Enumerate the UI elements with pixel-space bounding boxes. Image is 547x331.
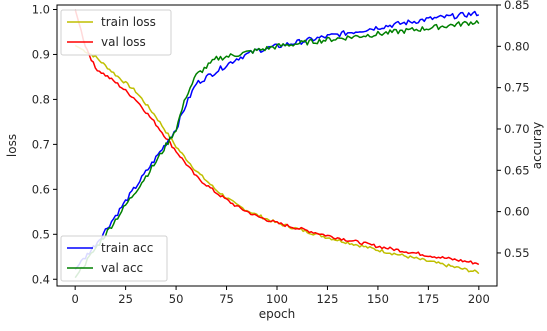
x-tick-label: 25 xyxy=(118,292,133,306)
y-right-tick-label: 0.80 xyxy=(504,39,530,53)
y-left-ticks: 0.4 0.5 0.6 0.7 0.8 0.9 1.0 xyxy=(32,2,57,286)
y-right-tick-label: 0.55 xyxy=(504,246,530,260)
legend-label-train-loss: train loss xyxy=(101,15,156,29)
x-ticks: 0 25 50 75 100 125 150 175 200 xyxy=(72,286,490,306)
x-tick-label: 0 xyxy=(72,292,79,306)
y-right-tick-label: 0.65 xyxy=(504,163,530,177)
x-tick-label: 75 xyxy=(219,292,234,306)
series-line-val-acc xyxy=(74,20,480,279)
x-axis-label: epoch xyxy=(259,307,296,321)
legend-label-val-acc: val acc xyxy=(101,261,143,275)
legend-loss: train loss val loss xyxy=(60,9,172,56)
x-tick-label: 150 xyxy=(367,292,389,306)
y-left-tick-label: 0.7 xyxy=(32,137,50,151)
legend-label-train-acc: train acc xyxy=(101,241,153,255)
legend-label-val-loss: val loss xyxy=(101,35,146,49)
series-line-val-loss xyxy=(74,9,480,266)
y-right-tick-label: 0.60 xyxy=(504,205,530,219)
series-layer xyxy=(74,9,480,279)
y-left-tick-label: 1.0 xyxy=(32,2,50,16)
x-tick-label: 50 xyxy=(169,292,184,306)
y-left-tick-label: 0.8 xyxy=(32,92,50,106)
x-tick-label: 100 xyxy=(266,292,288,306)
y-left-axis-label: loss xyxy=(5,134,19,157)
y-right-tick-label: 0.85 xyxy=(504,0,530,12)
y-left-tick-label: 0.9 xyxy=(32,47,50,61)
legend-acc: train acc val acc xyxy=(60,235,168,282)
y-right-axis-label: accuray xyxy=(530,122,544,170)
y-right-tick-label: 0.75 xyxy=(504,81,530,95)
y-left-tick-label: 0.4 xyxy=(32,272,50,286)
x-tick-label: 200 xyxy=(468,292,490,306)
x-tick-label: 125 xyxy=(316,292,338,306)
y-right-tick-label: 0.70 xyxy=(504,122,530,136)
x-tick-label: 175 xyxy=(417,292,439,306)
y-right-ticks: 0.55 0.60 0.65 0.70 0.75 0.80 0.85 xyxy=(497,0,530,260)
y-left-tick-label: 0.5 xyxy=(32,227,50,241)
y-left-tick-label: 0.6 xyxy=(32,182,50,196)
